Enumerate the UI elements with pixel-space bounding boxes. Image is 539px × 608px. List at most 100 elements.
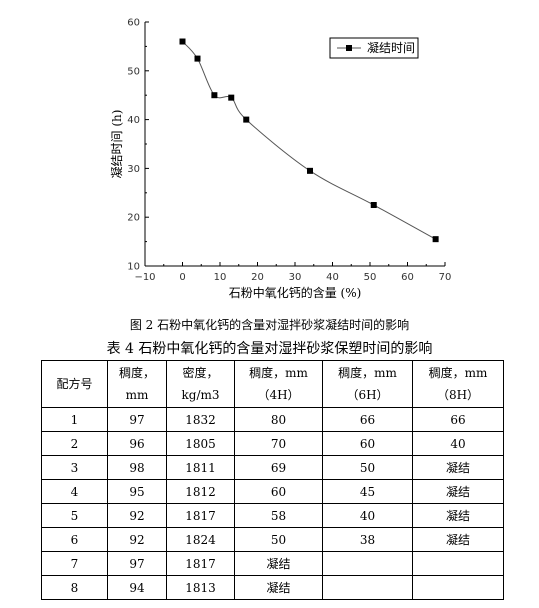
table-header-cell: 稠度， mm [107, 360, 167, 408]
table-cell: 1817 [166, 551, 235, 576]
table-cell: 60 [234, 479, 323, 504]
table-cell: 7 [41, 551, 108, 576]
table-row: 1 97 1832 80 66 66 [41, 407, 504, 432]
table-header-row: 配方号 稠度， mm 密度， kg/m3 稠度，mm （4H） 稠度，mm （6H） 稠度，mm （… [41, 360, 504, 408]
table-cell: 1805 [166, 431, 235, 456]
table-header-cell: 稠度，mm （4H） [234, 360, 323, 408]
table-cell: 8 [41, 575, 108, 600]
table-cell: 50 [322, 455, 413, 480]
y-tick-label: 20 [127, 213, 140, 224]
setting-time-chart: −10 0 10 20 30 40 50 60 70 10 20 30 40 50 60 石粉中氧化钙的含量 … [109, 18, 452, 301]
table-row: 7 97 1817 凝结 [41, 551, 504, 576]
table-header-cell: 稠度，mm （6H） [322, 360, 413, 408]
table-header-cell: 配方号 [41, 360, 108, 408]
table-cell: 1811 [166, 455, 235, 480]
table-cell: 40 [322, 503, 413, 528]
data-point [194, 55, 201, 62]
x-tick-label: 60 [401, 272, 414, 283]
y-tick-label: 60 [127, 18, 140, 29]
table-cell: 凝结 [234, 551, 323, 576]
table-cell: 凝结 [412, 455, 504, 480]
table-row: 6 92 1824 50 38 凝结 [41, 527, 504, 552]
table-row: 5 92 1817 58 40 凝结 [41, 503, 504, 528]
table-cell: 92 [107, 527, 167, 552]
header-text: （8H） [436, 388, 480, 402]
table-cell: 5 [41, 503, 108, 528]
table-cell: 2 [41, 431, 108, 456]
table-cell: 98 [107, 455, 167, 480]
table-cell: 50 [234, 527, 323, 552]
table-cell: 6 [41, 527, 108, 552]
table-cell: 80 [234, 407, 323, 432]
table-cell: 凝结 [412, 527, 504, 552]
header-text: 密度， [182, 366, 219, 380]
table-cell: 凝结 [412, 503, 504, 528]
header-text: mm [125, 388, 149, 402]
table-row: 8 94 1813 凝结 [41, 575, 504, 600]
table-cell: 60 [322, 431, 413, 456]
header-text: 稠度，mm [428, 366, 488, 380]
header-text: kg/m3 [181, 388, 220, 402]
table-cell: 66 [322, 407, 413, 432]
x-tick-label: 0 [179, 272, 185, 283]
table-header-cell: 稠度，mm （8H） [412, 360, 504, 408]
table-cell: 97 [107, 407, 167, 432]
series-line [182, 41, 436, 240]
table-header-cell: 密度， kg/m3 [166, 360, 235, 408]
x-tick-label: 70 [439, 272, 452, 283]
retention-table: 配方号 稠度， mm 密度， kg/m3 稠度，mm （4H） 稠度，mm （6H） 稠度，mm （… [41, 360, 504, 600]
x-tick-label: 20 [251, 272, 264, 283]
data-point [432, 236, 439, 243]
table-cell: 92 [107, 503, 167, 528]
legend-box [329, 37, 419, 59]
table-cell: 3 [41, 455, 108, 480]
table-cell: 1824 [166, 527, 235, 552]
table-title: 表 4 石粉中氧化钙的含量对湿拌砂浆保塑时间的影响 [106, 341, 433, 357]
table-cell: 45 [322, 479, 413, 504]
table-cell [412, 551, 504, 576]
header-text: 稠度， [118, 366, 155, 380]
figure-caption: 图 2 石粉中氧化钙的含量对湿拌砂浆凝结时间的影响 [129, 318, 410, 332]
table-row: 2 96 1805 70 60 40 [41, 431, 504, 456]
table-cell: 38 [322, 527, 413, 552]
header-text: （6H） [346, 388, 389, 402]
table-cell: 97 [107, 551, 167, 576]
table-cell: 96 [107, 431, 167, 456]
x-tick-label: 50 [364, 272, 377, 283]
table-cell: 凝结 [234, 575, 323, 600]
y-tick-label: 30 [127, 164, 140, 175]
table-cell: 1832 [166, 407, 235, 432]
y-tick-label: 40 [127, 115, 140, 126]
table-cell: 69 [234, 455, 323, 480]
table-row: 4 95 1812 60 45 凝结 [41, 479, 504, 504]
table-cell: 4 [41, 479, 108, 504]
table-row: 3 98 1811 69 50 凝结 [41, 455, 504, 480]
table-cell: 94 [107, 575, 167, 600]
header-text: （4H） [257, 388, 300, 402]
header-text: 配方号 [56, 377, 93, 391]
x-tick-label: −10 [134, 272, 155, 283]
table-cell: 1813 [166, 575, 235, 600]
table-cell [322, 551, 413, 576]
y-tick-label: 10 [127, 262, 140, 273]
x-tick-label: 10 [214, 272, 227, 283]
table-cell [412, 575, 504, 600]
data-point [370, 202, 377, 208]
data-point [179, 38, 186, 45]
table-cell: 58 [234, 503, 323, 528]
y-tick-label: 50 [127, 66, 140, 77]
data-point [307, 167, 313, 174]
header-text: 稠度，mm [338, 366, 397, 380]
table-cell: 1 [41, 407, 108, 432]
table-cell: 凝结 [412, 479, 504, 504]
table-cell: 40 [412, 431, 504, 456]
x-axis-label: 石粉中氧化钙的含量 (%) [229, 285, 362, 300]
y-axis-label: 凝结时间 (h) [109, 110, 124, 179]
data-point [243, 116, 250, 123]
data-point [228, 94, 235, 101]
header-text: 稠度，mm [249, 366, 308, 380]
legend-marker [346, 45, 352, 51]
table-cell [322, 575, 413, 600]
legend-label: 凝结时间 [367, 40, 415, 55]
x-tick-label: 30 [289, 272, 302, 283]
